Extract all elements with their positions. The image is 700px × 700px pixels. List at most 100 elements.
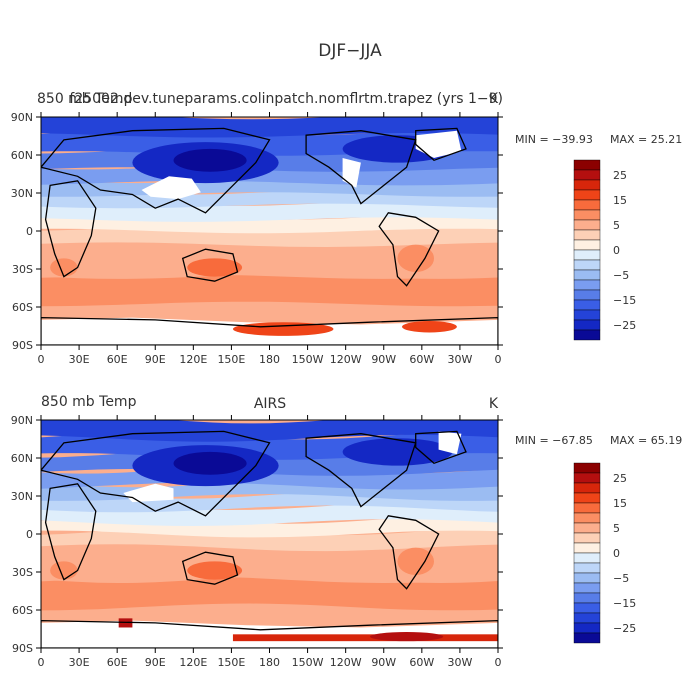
colorbar-swatch bbox=[573, 309, 601, 321]
lon-tick-label: 30E bbox=[69, 656, 90, 669]
panel1-units: K bbox=[489, 91, 499, 107]
temp-band bbox=[41, 420, 498, 442]
colorbar-tick-label: 15 bbox=[613, 497, 627, 510]
lon-tick-label: 180 bbox=[259, 656, 280, 669]
lat-tick-label: 60N bbox=[11, 149, 33, 162]
colorbar-tick-label: 25 bbox=[613, 169, 627, 182]
lon-tick-label: 60E bbox=[107, 656, 128, 669]
warm-south-africa bbox=[50, 258, 78, 277]
coastline bbox=[378, 212, 440, 287]
lat-tick-label: 90S bbox=[12, 642, 33, 655]
lon-tick-label: 90E bbox=[145, 656, 166, 669]
panel1-axes: 0 30E 60E 90E 120E 150E 180 150W 120W 90W 60W 30W 09… bbox=[11, 111, 503, 366]
panel1-colorbar: 25 15 5 0 −5 −15 −25 bbox=[573, 159, 636, 341]
lon-tick-label: 0 bbox=[495, 656, 502, 669]
colorbar-tick-label: 5 bbox=[613, 522, 620, 535]
lat-tick-label: 90S bbox=[12, 339, 33, 352]
warm-australia bbox=[187, 561, 243, 580]
cold-core-inner bbox=[173, 451, 247, 475]
coastline bbox=[305, 130, 417, 205]
colorbar-swatch bbox=[573, 279, 601, 291]
tibet-missing bbox=[141, 176, 201, 200]
coastline bbox=[415, 127, 467, 162]
lat-tick-label: 60N bbox=[11, 452, 33, 465]
colorbar-tick-label: 0 bbox=[613, 244, 620, 257]
lon-tick-label: 90W bbox=[371, 353, 396, 366]
warm-south-africa bbox=[50, 561, 78, 580]
colorbar-swatch bbox=[573, 492, 601, 504]
colorbar-swatch bbox=[573, 592, 601, 604]
lat-tick-label: 30S bbox=[12, 263, 33, 276]
coastline bbox=[305, 433, 417, 508]
lat-tick-label: 60S bbox=[12, 301, 33, 314]
colorbar-swatch bbox=[573, 482, 601, 494]
lon-tick-label: 60E bbox=[107, 353, 128, 366]
colorbar-swatch bbox=[573, 219, 601, 231]
colorbar-swatch bbox=[573, 582, 601, 594]
colorbar-tick-label: −15 bbox=[613, 294, 636, 307]
lon-tick-label: 30W bbox=[447, 656, 472, 669]
panel1-min-label: MIN = −39.93 bbox=[515, 133, 593, 146]
lon-tick-label: 90W bbox=[371, 656, 396, 669]
lon-tick-label: 90E bbox=[145, 353, 166, 366]
lon-tick-label: 0 bbox=[495, 353, 502, 366]
cold-north-america bbox=[342, 438, 453, 466]
colorbar-tick-label: 5 bbox=[613, 219, 620, 232]
lon-tick-label: 180 bbox=[259, 353, 280, 366]
lat-tick-label: 60S bbox=[12, 604, 33, 617]
panel1-center-title: f25002.dev.tuneparams.colinpatch.nomflrt… bbox=[69, 91, 503, 107]
colorbar-swatch bbox=[573, 512, 601, 524]
colorbar-swatch bbox=[573, 299, 601, 311]
coastline bbox=[41, 430, 271, 517]
warm-south-america bbox=[397, 547, 435, 576]
lon-tick-label: 0 bbox=[38, 353, 45, 366]
temp-band bbox=[41, 117, 498, 138]
panel1-map-field bbox=[41, 117, 498, 345]
antarctic-warm-weddell bbox=[402, 321, 457, 333]
lon-tick-label: 120E bbox=[179, 656, 207, 669]
antarctic-warm-coast bbox=[232, 634, 498, 642]
panel2-colorbar: 25 15 5 0 −5 −15 −25 bbox=[573, 462, 636, 644]
colorbar-swatch bbox=[573, 269, 601, 281]
colorbar-swatch bbox=[573, 199, 601, 211]
temp-band bbox=[41, 542, 498, 583]
panel2-coastlines bbox=[41, 430, 498, 648]
cold-core-inner bbox=[173, 148, 247, 172]
lat-tick-label: 30N bbox=[11, 490, 33, 503]
colorbar-swatch bbox=[573, 472, 601, 484]
colorbar-swatch bbox=[573, 542, 601, 554]
greenland-missing bbox=[438, 431, 462, 455]
lon-tick-label: 0 bbox=[38, 656, 45, 669]
coastline bbox=[181, 551, 239, 585]
figure-title: DJF−JJA bbox=[318, 41, 382, 61]
colorbar-swatch bbox=[573, 562, 601, 574]
lat-tick-label: 30N bbox=[11, 187, 33, 200]
colorbar-tick-label: −25 bbox=[613, 622, 636, 635]
coastline bbox=[378, 515, 440, 590]
panel1-left-title: 850 mb Temp bbox=[37, 91, 133, 107]
lon-tick-label: 150E bbox=[217, 353, 245, 366]
lat-tick-label: 0 bbox=[26, 528, 33, 541]
lat-tick-label: 30S bbox=[12, 566, 33, 579]
colorbar-swatch bbox=[573, 209, 601, 221]
colorbar-swatch bbox=[573, 329, 601, 341]
colorbar-swatch bbox=[573, 159, 601, 171]
rockies-missing bbox=[342, 158, 361, 188]
panel2-axes: 0 30E 60E 90E 120E 150E 180 150W 120W 90W 60W 30W 09… bbox=[11, 414, 503, 669]
colorbar-swatch bbox=[573, 632, 601, 644]
lon-tick-label: 150W bbox=[292, 353, 324, 366]
colorbar-swatch bbox=[573, 259, 601, 271]
panel1-coastlines bbox=[41, 127, 498, 345]
colorbar-swatch bbox=[573, 602, 601, 614]
antarctic-warm-ross bbox=[232, 322, 334, 336]
coastline bbox=[41, 619, 498, 648]
colorbar-tick-label: −5 bbox=[613, 572, 629, 585]
colorbar-swatch bbox=[573, 572, 601, 584]
colorbar-swatch bbox=[573, 229, 601, 241]
colorbar-swatch bbox=[573, 532, 601, 544]
colorbar-swatch bbox=[573, 319, 601, 331]
antarctic-warm-core bbox=[370, 632, 444, 642]
lon-tick-label: 150W bbox=[292, 656, 324, 669]
panel-airs: 850 mb Temp AIRS K 0 30E 60E 90E 120E 150E 180… bbox=[11, 394, 683, 669]
